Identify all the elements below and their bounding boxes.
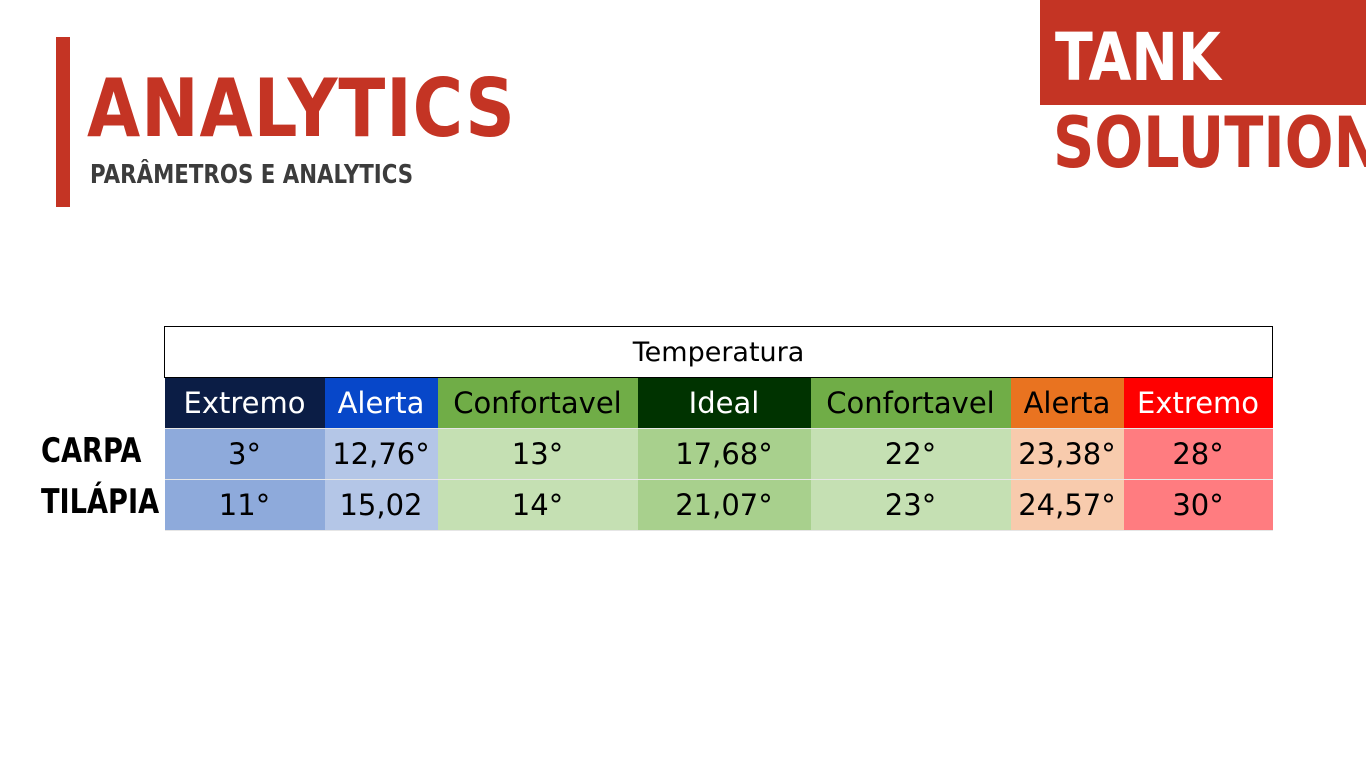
temperature-table: Temperatura Extremo Alerta Confortavel I… — [163, 326, 1274, 531]
table-row-tilapia: 11° 15,02 14° 21,07° 23° 24,57° 30° — [164, 479, 1273, 531]
group-header-row: Temperatura — [163, 326, 1274, 378]
page-subtitle: PARÂMETROS E ANALYTICS — [90, 160, 414, 190]
category-header-cell: Alerta — [324, 377, 438, 429]
category-header-row: Extremo Alerta Confortavel Ideal Confort… — [164, 377, 1273, 429]
table-cell: 24,57° — [1010, 479, 1124, 531]
table-row-carpa: 3° 12,76° 13° 17,68° 22° 23,38° 28° — [164, 428, 1273, 480]
row-label-tilapia: TILÁPIA — [41, 482, 160, 522]
category-header-cell: Extremo — [164, 377, 325, 429]
table-cell: 12,76° — [324, 428, 438, 480]
table-cell: 11° — [164, 479, 325, 531]
table-cell: 13° — [437, 428, 638, 480]
table-cell: 28° — [1123, 428, 1273, 480]
temperature-group-header: Temperatura — [163, 326, 1274, 378]
logo-text-solution: SOLUTION — [1053, 102, 1366, 184]
row-label-carpa: CARPA — [41, 431, 142, 471]
table-cell: 15,02 — [324, 479, 438, 531]
logo-text-tank: TANK — [1055, 19, 1221, 96]
category-header-cell: Confortavel — [810, 377, 1011, 429]
title-accent-bar — [56, 37, 70, 207]
page-title: ANALYTICS — [87, 62, 516, 155]
category-header-cell: Ideal — [637, 377, 811, 429]
table-cell: 23,38° — [1010, 428, 1124, 480]
logo-background — [1040, 0, 1366, 105]
category-header-cell: Confortavel — [437, 377, 638, 429]
table-cell: 14° — [437, 479, 638, 531]
category-header-cell: Extremo — [1123, 377, 1273, 429]
category-header-cell: Alerta — [1010, 377, 1124, 429]
table-cell: 30° — [1123, 479, 1273, 531]
table-cell: 17,68° — [637, 428, 811, 480]
table-cell: 3° — [164, 428, 325, 480]
table-cell: 21,07° — [637, 479, 811, 531]
table-cell: 22° — [810, 428, 1011, 480]
table-cell: 23° — [810, 479, 1011, 531]
